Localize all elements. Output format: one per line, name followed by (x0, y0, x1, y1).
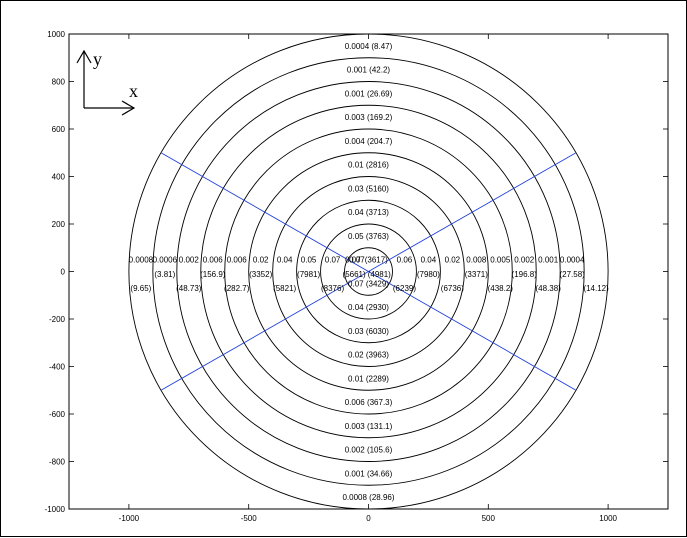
x-ticks-group: -1000 -500 0 500 1000 (119, 34, 618, 523)
annotation-label: 0.001 (538, 256, 559, 265)
y-tick-label: 800 (52, 78, 66, 87)
annotation-label: (27.58) (559, 270, 585, 279)
annotation-label: 0.001 (26.69) (345, 89, 393, 98)
annotation-label: (5661) (343, 270, 366, 279)
annotation-label: 0.005 (490, 256, 511, 265)
circle-r800 (176, 81, 561, 462)
annotation-label: 0.04 (3713) (348, 208, 389, 217)
y-tick-label: -200 (49, 315, 66, 324)
annotation-label: 0.006 (203, 256, 224, 265)
annotation-label: 0.001 (34.66) (345, 469, 393, 478)
annotation-label: (196.8) (512, 270, 538, 279)
annotation-label: 0.006 (227, 256, 248, 265)
annotation-label: (6239) (393, 284, 416, 293)
circle-r100 (344, 247, 393, 296)
y-tick-label: -1000 (45, 505, 66, 514)
annotation-label: (3371) (465, 270, 488, 279)
x-tick-label: 0 (366, 514, 371, 523)
y-tick-label: 1000 (47, 30, 65, 39)
annotation-label: 0.001 (42.2) (347, 66, 390, 75)
annotation-label: 0.0004 (8.47) (345, 42, 393, 51)
circle-r600 (224, 128, 513, 415)
annotation-label: 0.003 (169.2) (345, 113, 393, 122)
annotation-label: 0.002 (514, 256, 535, 265)
annotation-label: (282.7) (224, 284, 250, 293)
annotation-label: 0.002 (105.6) (345, 446, 393, 455)
annotation-label: 0.02 (3963) (348, 351, 389, 360)
circle-r500 (248, 152, 489, 391)
annotation-label: 0.04 (2930) (348, 303, 389, 312)
annotation-label: (9.65) (130, 284, 151, 293)
x-tick-label: -500 (241, 514, 258, 523)
annotation-label: 0.01 (2289) (348, 374, 389, 383)
annotation-label: (6736) (441, 284, 464, 293)
annotation-label: 0.006 (367.3) (345, 398, 393, 407)
annotation-label: 0.002 (179, 256, 200, 265)
annotation-label: 0.04 (421, 256, 437, 265)
annotation-label: (5821) (273, 284, 296, 293)
x-tick-label: -1000 (119, 514, 140, 523)
axis-key: y x (76, 49, 138, 116)
radial-line-2 (160, 152, 577, 391)
annotation-label: (438.2) (488, 284, 514, 293)
circle-r200 (320, 223, 417, 320)
annotation-label: (4981) (368, 270, 391, 279)
x-tick-label: 1000 (599, 514, 617, 523)
x-tick-label: 500 (482, 514, 496, 523)
radial-lines-group (160, 152, 577, 391)
annotation-label: 0.02 (253, 256, 269, 265)
annotation-label: (7981) (297, 270, 320, 279)
annotation-label: 0.0004 (560, 256, 585, 265)
annotation-label: 0.01 (2816) (348, 161, 389, 170)
annotations-group: 0.0004 (8.47) 0.001 (42.2) 0.001 (26.69) 0.… (129, 42, 609, 502)
y-tick-label: 200 (52, 220, 66, 229)
annotation-label: 0.07(3617) (349, 256, 388, 265)
annotation-label: 0.004 (204.7) (345, 137, 393, 146)
annotation-label: 0.05 (301, 256, 317, 265)
annotation-label: 0.07 (345, 256, 361, 265)
annotation-label: (3.81) (154, 270, 175, 279)
y-tick-label: 600 (52, 125, 66, 134)
annotation-label: 0.0008 (28.96) (342, 493, 394, 502)
annotation-label: 0.0006 (153, 256, 178, 265)
annotation-label: 0.04 (277, 256, 293, 265)
annotation-label: 0.07 (325, 256, 341, 265)
x-arrow-head (121, 100, 136, 116)
annotation-label: 0.02 (445, 256, 461, 265)
annotation-label: 0.07 (3429) (348, 279, 389, 288)
y-tick-label: -800 (49, 458, 66, 467)
y-arrow-head (76, 49, 92, 64)
circle-r700 (200, 104, 537, 439)
annotation-label: 0.008 (466, 256, 487, 265)
annotation-label: (48.73) (176, 284, 202, 293)
annotation-label: (3352) (249, 270, 272, 279)
axis-key-y-label: y (93, 49, 102, 69)
axis-key-x-label: x (129, 81, 138, 101)
y-tick-label: 400 (52, 173, 66, 182)
annotation-label: 0.06 (397, 256, 413, 265)
annotation-label: (48.38) (536, 284, 562, 293)
y-tick-label: -600 (49, 410, 66, 419)
circle-r400 (272, 176, 465, 367)
annotation-label: 0.0008 (129, 256, 154, 265)
annotation-label: 0.003 (131.1) (345, 422, 393, 431)
annotation-label: 0.05 (3763) (348, 232, 389, 241)
annotation-label: 0.03 (6030) (348, 327, 389, 336)
annotation-label: (156.9) (200, 270, 226, 279)
circle-r900 (152, 57, 585, 486)
y-tick-label: 0 (61, 268, 66, 277)
annotation-label: (14.12) (583, 284, 609, 293)
annotation-label: (8376) (321, 284, 344, 293)
y-ticks-group: -1000 -800 -600 -400 -200 0 200 400 600 800 1000 (45, 30, 668, 514)
circle-r300 (296, 199, 441, 344)
annotation-label: 0.03 (5160) (348, 184, 389, 193)
y-tick-label: -400 (49, 363, 66, 372)
annotation-label: (7980) (417, 270, 440, 279)
